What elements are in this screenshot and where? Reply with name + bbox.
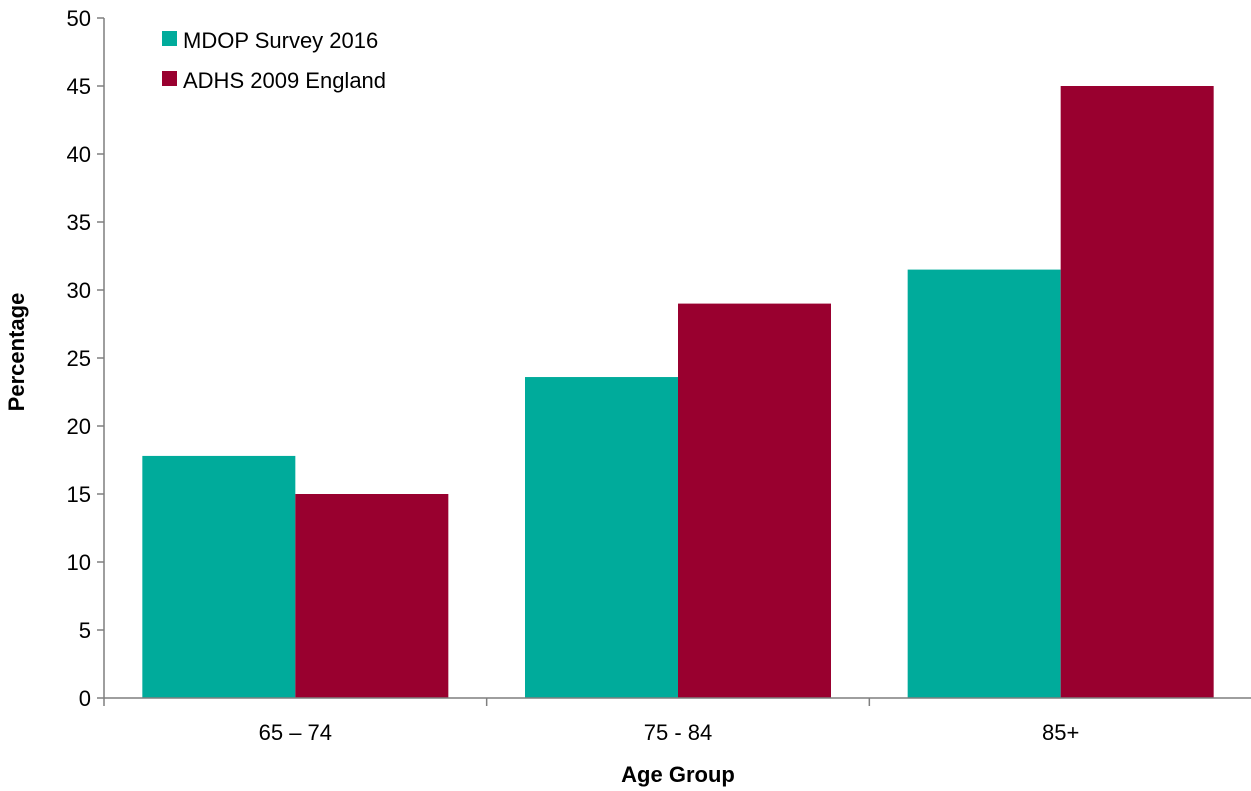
y-axis-ticks: 0 5 10 15 20 25 30 35 40 45 50 [67,6,104,711]
y-tick-label: 5 [79,618,91,643]
legend-label: MDOP Survey 2016 [183,28,378,53]
y-tick-label: 50 [67,6,91,31]
y-tick-label: 30 [67,278,91,303]
legend-swatch [162,31,177,46]
x-tick-label: 65 – 74 [259,720,332,745]
y-axis-title: Percentage [4,293,29,412]
legend: MDOP Survey 2016 ADHS 2009 England [162,28,386,93]
bar-mdop-3 [907,269,1061,698]
bar-mdop-2 [525,377,678,698]
y-tick-label: 0 [79,686,91,711]
x-axis-ticks: 65 – 74 75 - 84 85+ [103,698,1079,745]
y-tick-label: 40 [67,142,91,167]
y-tick-label: 45 [67,74,91,99]
x-tick-label: 75 - 84 [644,720,713,745]
bar-adhs-3 [1060,86,1214,698]
bar-adhs-1 [295,494,449,698]
bar-mdop-1 [142,455,296,698]
y-tick-label: 15 [67,482,91,507]
y-tick-label: 20 [67,414,91,439]
bars-group [142,86,1214,698]
y-tick-label: 25 [67,346,91,371]
x-tick-label: 85+ [1042,720,1079,745]
y-tick-label: 35 [67,210,91,235]
legend-label: ADHS 2009 England [183,68,386,93]
x-axis-title: Age Group [621,762,735,787]
y-tick-label: 10 [67,550,91,575]
legend-swatch [162,71,177,86]
bar-adhs-2 [678,303,831,698]
